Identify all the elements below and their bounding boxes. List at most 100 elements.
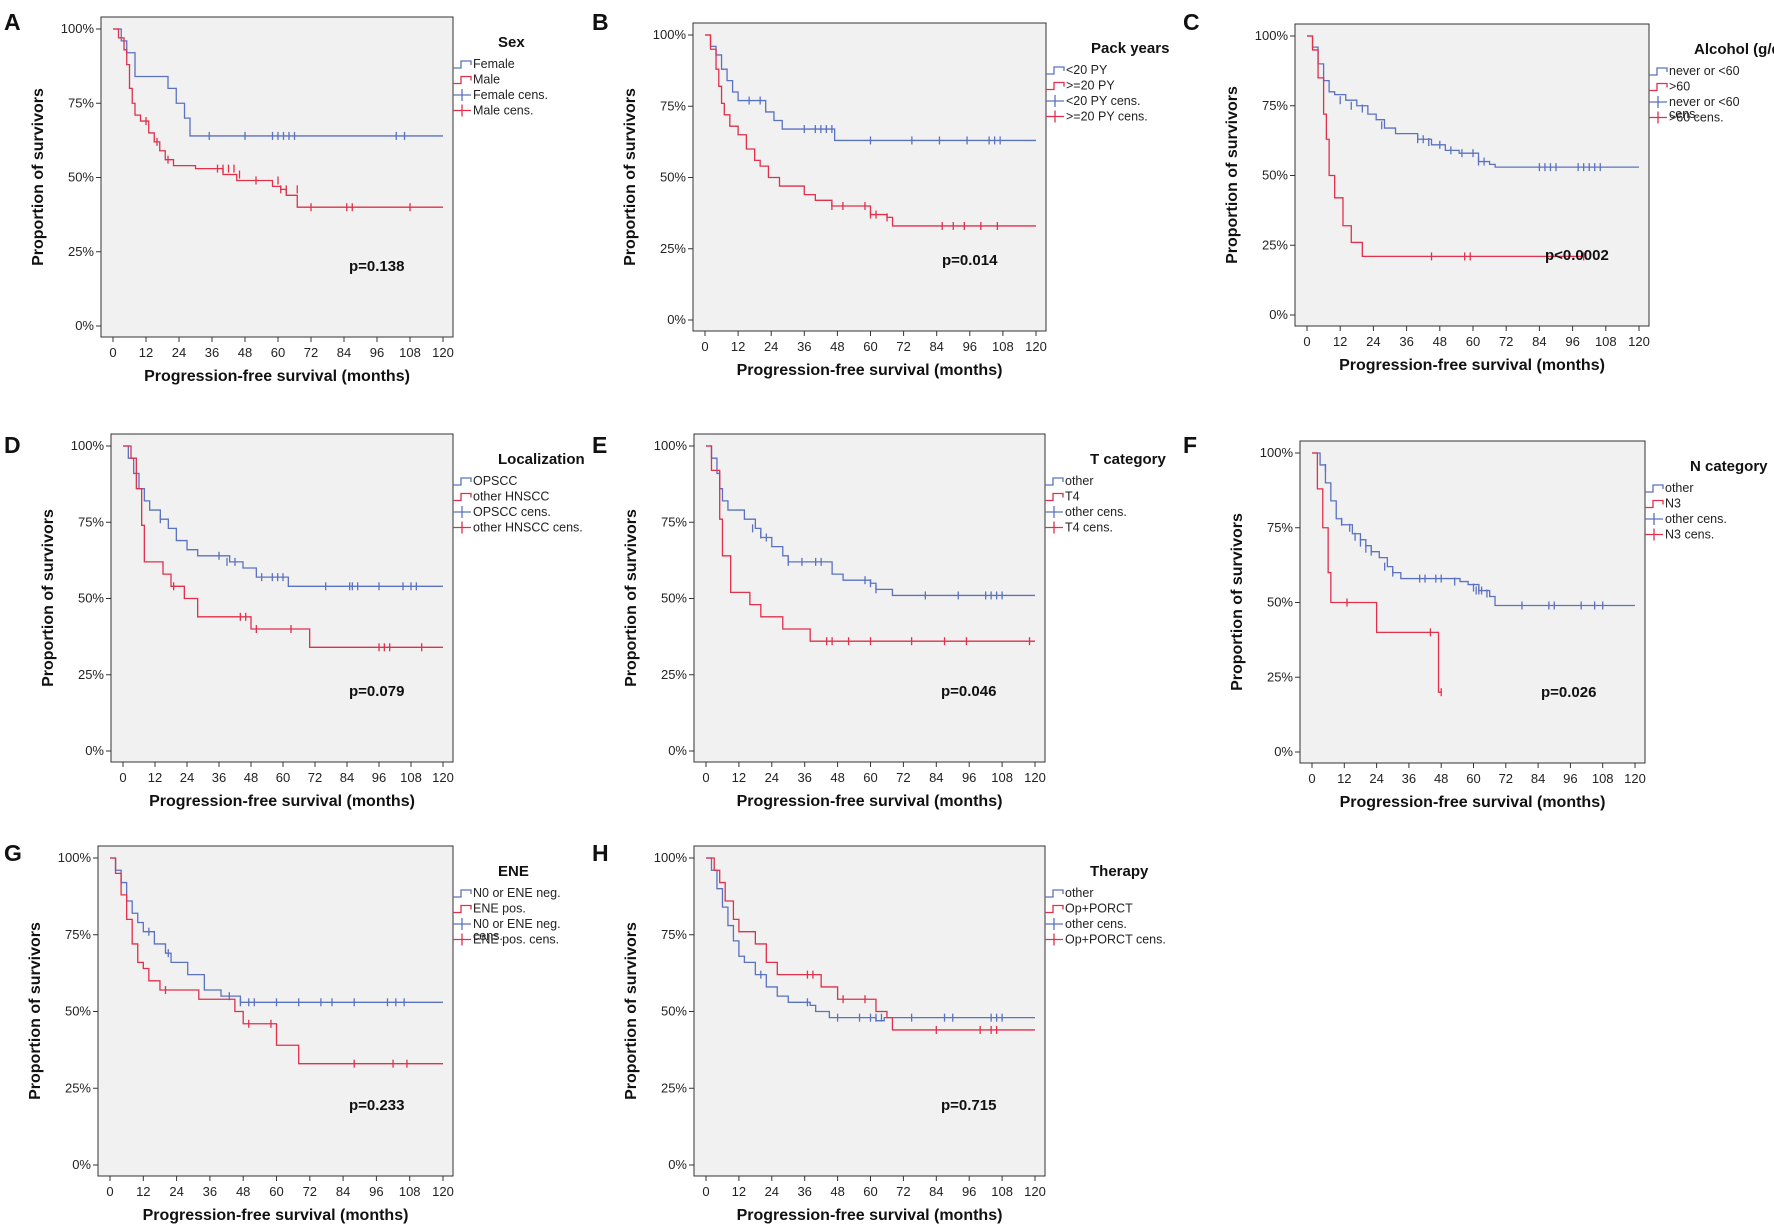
y-tick-label: 0% xyxy=(72,1157,91,1172)
legend-label: <20 PY xyxy=(1066,63,1108,77)
legend-label: ENE pos. xyxy=(473,902,526,916)
series-line-2 xyxy=(706,857,1035,1031)
legend-line-symbol xyxy=(453,889,472,898)
y-tick-label: 100% xyxy=(58,850,92,865)
y-axis-title: Proportion of survivors xyxy=(27,922,44,1100)
x-tick-label: 84 xyxy=(1531,771,1545,786)
y-tick-label: 50% xyxy=(661,591,687,606)
x-tick-label: 24 xyxy=(1369,771,1383,786)
legend-label: Female xyxy=(473,57,515,71)
panel-letter: H xyxy=(592,840,609,866)
plot-area xyxy=(1294,23,1650,327)
legend-label: other cens. xyxy=(1065,917,1127,931)
x-tick-label: 84 xyxy=(336,1184,350,1199)
y-tick-label: 25% xyxy=(65,1080,91,1095)
x-tick-label: 60 xyxy=(863,339,877,354)
legend-line-symbol xyxy=(1045,492,1064,502)
y-tick-label: 0% xyxy=(1269,307,1288,322)
y-tick-label: 75% xyxy=(1267,520,1293,535)
legend-label: <20 PY cens. xyxy=(1066,94,1140,108)
panel-letter: A xyxy=(4,9,21,35)
plot-area xyxy=(97,845,454,1177)
y-tick-label: 50% xyxy=(1267,595,1293,610)
legend-censor-symbol xyxy=(453,918,471,930)
legend-title: Localization xyxy=(498,451,585,468)
legend-line-symbol xyxy=(1046,66,1065,75)
legend-censor-symbol xyxy=(1645,528,1663,541)
panel-letter: F xyxy=(1183,432,1197,458)
x-tick-label: 120 xyxy=(1628,334,1650,349)
x-tick-label: 96 xyxy=(372,770,386,785)
legend-label: other xyxy=(1665,481,1694,495)
x-tick-label: 48 xyxy=(236,1184,250,1199)
x-tick-label: 24 xyxy=(1366,334,1380,349)
x-tick-label: 0 xyxy=(702,1184,709,1199)
x-tick-label: 96 xyxy=(962,1184,976,1199)
x-tick-label: 60 xyxy=(271,345,285,360)
series-line-2 xyxy=(706,445,1035,642)
legend-title: Therapy xyxy=(1090,863,1149,880)
x-tick-label: 120 xyxy=(1024,1184,1046,1199)
y-tick-label: 0% xyxy=(1274,744,1293,759)
x-tick-label: 48 xyxy=(238,345,252,360)
x-tick-label: 60 xyxy=(863,770,877,785)
x-tick-label: 120 xyxy=(432,345,454,360)
x-tick-label: 96 xyxy=(369,1184,383,1199)
x-tick-label: 108 xyxy=(400,770,422,785)
panel-d: D 0 12 24 36 48 60 72 84 96 108 120 0% 25% 50% 75% 100% P… xyxy=(4,432,585,810)
x-tick-label: 84 xyxy=(337,345,351,360)
legend-line-symbol xyxy=(1645,484,1664,493)
legend-label: OPSCC xyxy=(473,474,517,488)
legend-title: N category xyxy=(1690,458,1768,475)
legend-title: T category xyxy=(1090,451,1167,468)
legend-censor-symbol xyxy=(1045,506,1063,518)
x-tick-label: 48 xyxy=(1434,771,1448,786)
x-tick-label: 108 xyxy=(992,339,1014,354)
legend-censor-symbol xyxy=(1045,521,1063,534)
panel-f: F 0 12 24 36 48 60 72 84 96 108 120 0% 25% 50% 75% 100% P… xyxy=(1183,432,1768,811)
x-tick-label: 0 xyxy=(109,345,116,360)
legend-censor-symbol xyxy=(1045,918,1063,930)
x-tick-label: 0 xyxy=(106,1184,113,1199)
y-tick-label: 75% xyxy=(661,927,687,942)
legend-label: OPSCC cens. xyxy=(473,505,551,519)
x-tick-label: 36 xyxy=(797,770,811,785)
y-tick-label: 100% xyxy=(653,27,687,42)
p-value: p=0.014 xyxy=(942,252,998,269)
panel-letter: C xyxy=(1183,9,1200,35)
x-axis-title: Progression-free survival (months) xyxy=(737,362,1003,379)
y-tick-label: 100% xyxy=(1255,28,1289,43)
y-axis-title: Proportion of survivors xyxy=(30,88,47,266)
y-tick-label: 25% xyxy=(68,244,94,259)
y-tick-label: 100% xyxy=(654,438,688,453)
x-tick-label: 84 xyxy=(929,770,943,785)
y-tick-label: 0% xyxy=(667,312,686,327)
x-tick-label: 0 xyxy=(702,770,709,785)
x-tick-label: 120 xyxy=(1024,770,1046,785)
panel-g: G 0 12 24 36 48 60 72 84 96 108 120 0% 25% 50% 75% 100% P… xyxy=(4,840,561,1224)
y-tick-label: 25% xyxy=(1262,237,1288,252)
x-tick-label: 48 xyxy=(830,770,844,785)
legend-censor-symbol xyxy=(1645,513,1663,525)
y-tick-label: 75% xyxy=(68,95,94,110)
plot-area xyxy=(100,16,454,338)
legend-label: other cens. xyxy=(1665,512,1727,526)
panel-letter: B xyxy=(592,9,609,35)
x-axis-title: Progression-free survival (months) xyxy=(143,1207,409,1224)
legend-title: Pack years xyxy=(1091,40,1169,57)
x-tick-label: 12 xyxy=(732,1184,746,1199)
legend-censor-symbol xyxy=(453,521,471,534)
series-line-2 xyxy=(1307,35,1584,258)
x-axis-title: Progression-free survival (months) xyxy=(737,1207,1003,1224)
y-tick-label: 50% xyxy=(661,1004,687,1019)
y-axis-title: Proportion of survivors xyxy=(1229,513,1246,691)
p-value: p=0.046 xyxy=(941,683,996,700)
x-tick-label: 108 xyxy=(991,770,1013,785)
x-axis-title: Progression-free survival (months) xyxy=(144,368,410,385)
y-tick-label: 0% xyxy=(85,743,104,758)
legend-title: Sex xyxy=(498,34,525,51)
legend-label: N0 or ENE neg. cens. xyxy=(473,917,561,943)
series-line-1 xyxy=(1312,452,1635,607)
x-tick-label: 60 xyxy=(1466,334,1480,349)
